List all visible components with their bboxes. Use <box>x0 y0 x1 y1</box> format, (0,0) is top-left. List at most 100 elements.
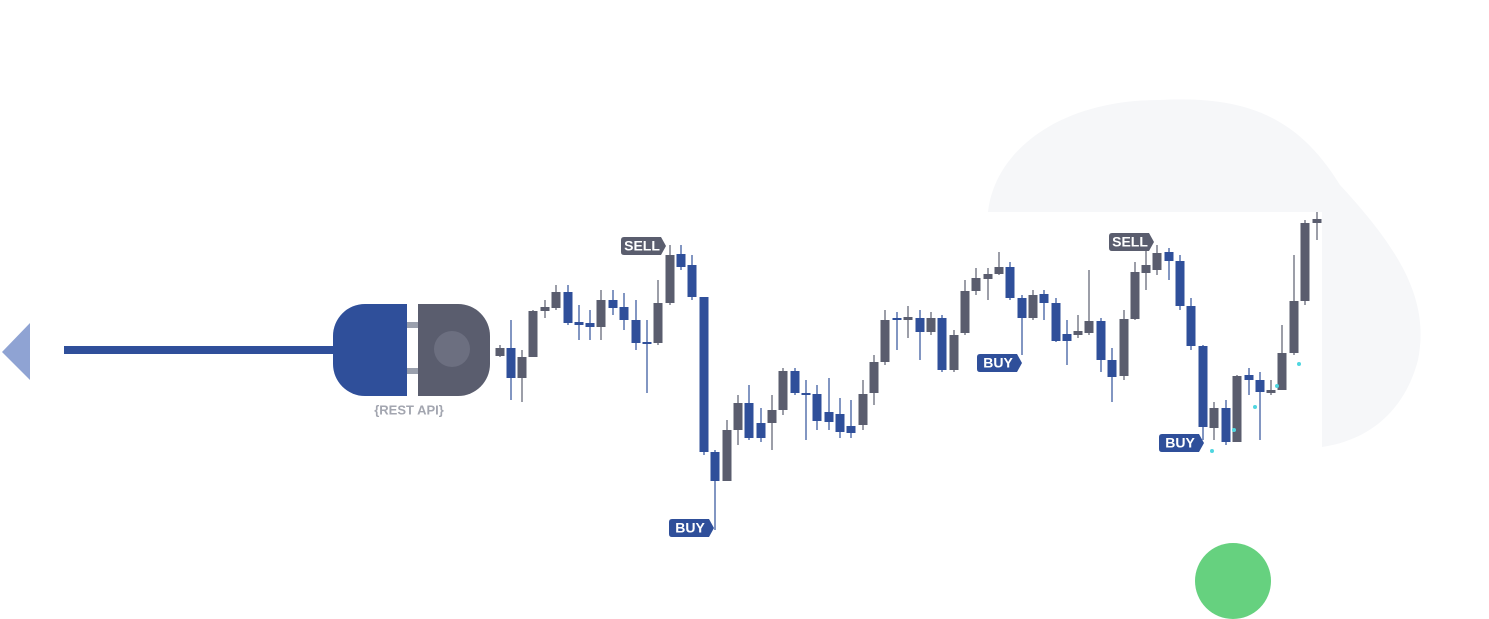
candle-body <box>1175 261 1185 306</box>
candle-body <box>983 274 993 279</box>
candle-body <box>1005 267 1015 298</box>
candle-body <box>778 371 788 410</box>
candle-body <box>1130 272 1140 319</box>
candle-body <box>563 292 573 323</box>
indicator-dot <box>1232 428 1236 432</box>
candle-body <box>1164 252 1174 261</box>
candle-body <box>540 307 550 311</box>
candle-body <box>937 318 947 370</box>
candle-body <box>971 278 981 291</box>
candle-body <box>1186 306 1196 346</box>
indicator-dot <box>1275 384 1279 388</box>
candle-body <box>722 430 732 481</box>
candle-body <box>1209 408 1219 428</box>
candle-body <box>551 292 561 308</box>
candle-body <box>1255 380 1265 392</box>
candle-body <box>1096 321 1106 360</box>
candle-body <box>858 394 868 425</box>
candle-body <box>1221 408 1231 442</box>
candle-body <box>665 255 675 303</box>
candle-body <box>596 300 606 327</box>
candle-body <box>1266 390 1276 393</box>
plug-socket <box>434 331 470 367</box>
candle-body <box>676 254 686 267</box>
signal-tag <box>1109 233 1154 251</box>
indicator-dot <box>1210 449 1214 453</box>
candle-body <box>1062 334 1072 341</box>
candle-body <box>733 403 743 430</box>
candle-body <box>495 348 505 356</box>
candle-body <box>1232 376 1242 442</box>
candle-body <box>1028 295 1038 318</box>
candle-body <box>812 394 822 421</box>
candle-body <box>790 371 800 393</box>
signal-label: BUY <box>1165 435 1195 451</box>
candle-body <box>619 307 629 320</box>
candle-body <box>1244 375 1254 380</box>
candle-body <box>892 318 902 320</box>
candle-body <box>517 357 527 378</box>
candle-body <box>1312 219 1322 223</box>
candle-body <box>744 403 754 438</box>
candle-body <box>1073 331 1083 335</box>
candle-body <box>710 452 720 481</box>
prong <box>407 368 419 374</box>
candle-body <box>699 297 709 452</box>
candle-body <box>1119 319 1129 376</box>
candle-body <box>949 335 959 370</box>
candle-body <box>574 322 584 325</box>
signal-tag <box>621 237 666 255</box>
candle-body <box>835 414 845 432</box>
signal-label: BUY <box>983 355 1013 371</box>
candle-body <box>960 291 970 333</box>
candle-body <box>1107 360 1117 377</box>
signal-tag <box>977 354 1022 372</box>
candle-body <box>824 412 834 422</box>
left-arrow <box>2 323 30 380</box>
candle-body <box>687 265 697 297</box>
candle-body <box>869 362 879 393</box>
candle-body <box>1198 346 1208 427</box>
signal-label: BUY <box>675 520 705 536</box>
candle-body <box>801 393 811 395</box>
candle-body <box>926 318 936 332</box>
candle-body <box>756 423 766 438</box>
candle-body <box>1141 265 1151 273</box>
signal-tag <box>1159 434 1204 452</box>
candle-body <box>1289 301 1299 353</box>
plug-left <box>333 304 407 396</box>
candle-body <box>994 267 1004 274</box>
candle-body <box>653 303 663 343</box>
signal-label: SELL <box>1112 234 1148 250</box>
candle-body <box>1039 294 1049 303</box>
plug-label: {REST API} <box>374 402 444 417</box>
indicator-dot <box>1297 362 1301 366</box>
candle-body <box>1084 321 1094 333</box>
candles <box>495 212 1322 530</box>
signal-label: SELL <box>624 238 660 254</box>
candle-body <box>1300 223 1310 301</box>
candle-body <box>1152 253 1162 270</box>
candle-body <box>631 320 641 343</box>
candle-body <box>642 342 652 344</box>
green-dot <box>1195 543 1271 619</box>
candle-body <box>915 318 925 332</box>
candle-body <box>767 410 777 423</box>
candle-body <box>585 323 595 327</box>
background-blob <box>988 99 1421 447</box>
candle-body <box>1017 298 1027 318</box>
prong <box>407 322 419 328</box>
cable <box>64 346 336 354</box>
indicator-dot <box>1253 405 1257 409</box>
candle-body <box>903 317 913 320</box>
candle-body <box>608 300 618 308</box>
candle-body <box>528 311 538 357</box>
candle-body <box>1051 303 1061 341</box>
signal-tag <box>669 519 714 537</box>
candle-body <box>846 426 856 433</box>
signal-tags: SELL BUY BUY SELL BUY <box>621 233 1204 537</box>
candle-body <box>1277 353 1287 390</box>
candle-body <box>506 348 516 378</box>
candle-body <box>880 320 890 362</box>
